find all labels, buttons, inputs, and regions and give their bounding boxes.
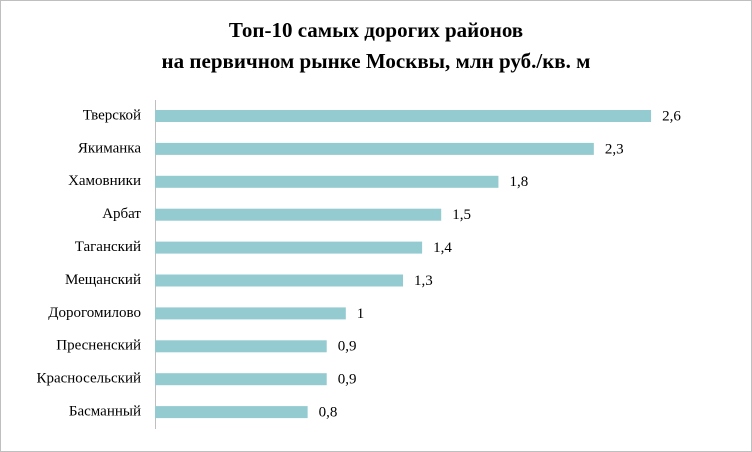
category-label: Арбат bbox=[102, 206, 141, 222]
value-label: 2,3 bbox=[605, 141, 624, 157]
bar bbox=[155, 241, 423, 254]
value-label: 0,9 bbox=[338, 339, 357, 355]
value-label: 0,8 bbox=[319, 405, 338, 421]
category-label: Якиманка bbox=[78, 140, 141, 156]
category-label: Пресненский bbox=[56, 338, 141, 354]
value-label: 1 bbox=[357, 306, 365, 322]
value-label: 1,8 bbox=[509, 174, 528, 190]
bar bbox=[155, 208, 442, 221]
value-label: 1,3 bbox=[414, 273, 433, 289]
category-label: Мещанский bbox=[65, 272, 141, 288]
category-label: Басманный bbox=[69, 404, 141, 420]
bar bbox=[155, 274, 404, 287]
category-label: Таганский bbox=[75, 239, 141, 255]
bar bbox=[155, 406, 308, 419]
chart-title: Топ-10 самых дорогих районов bbox=[229, 18, 523, 42]
value-label: 0,9 bbox=[338, 372, 357, 388]
bar bbox=[155, 373, 327, 386]
category-label: Красносельский bbox=[36, 371, 141, 387]
bar bbox=[155, 340, 327, 353]
category-label: Дорогомилово bbox=[48, 305, 141, 321]
value-label: 2,6 bbox=[662, 108, 681, 124]
bar bbox=[155, 110, 652, 122]
bar bbox=[155, 142, 594, 155]
category-label: Хамовники bbox=[68, 173, 141, 189]
value-label: 1,4 bbox=[433, 240, 452, 256]
value-label: 1,5 bbox=[452, 207, 471, 223]
chart-title: на первичном рынке Москвы, млн руб./кв. … bbox=[162, 49, 591, 73]
bar bbox=[155, 307, 346, 320]
bar bbox=[155, 175, 499, 188]
category-label: Тверской bbox=[83, 107, 141, 123]
